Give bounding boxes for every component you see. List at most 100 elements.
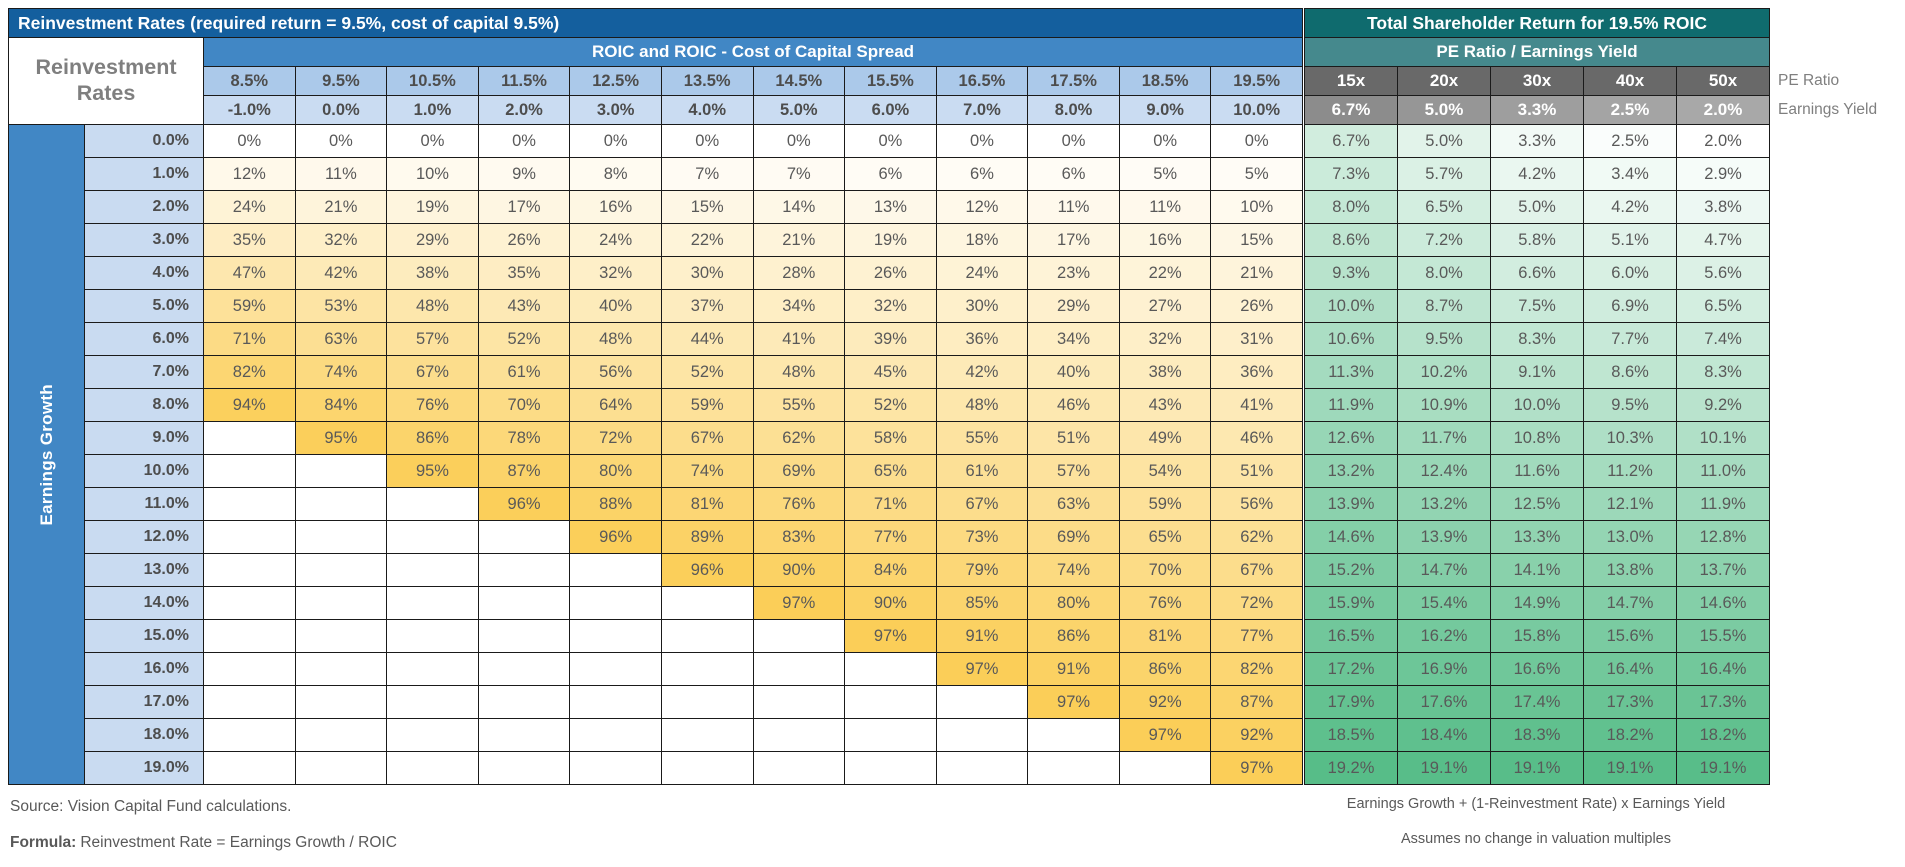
tsr-cell: 16.9% [1398,653,1490,685]
tsr-cell: 8.6% [1584,356,1676,388]
reinvestment-cell: 6% [936,158,1028,190]
reinvestment-cell [661,752,753,784]
reinvestment-cell [295,752,387,784]
roic-column-header: 15.5% [845,67,936,95]
reinvestment-cell: 30% [661,257,753,289]
reinvestment-cell: 79% [936,554,1028,586]
tsr-cell: 18.4% [1398,719,1490,751]
roic-column-header: 16.5% [936,67,1028,95]
reinvestment-cell: 61% [936,455,1028,487]
reinvestment-cell: 32% [295,224,387,256]
earnings-yield-header: 3.3% [1491,96,1583,124]
reinvestment-cell: 64% [570,389,661,421]
reinvestment-cell [661,620,753,652]
tsr-cell: 8.0% [1305,191,1397,223]
reinvestment-cell: 62% [753,422,845,454]
reinvestment-cell [204,488,295,520]
reinvestment-cell [295,587,387,619]
reinvestment-cell: 14% [753,191,845,223]
tsr-cell: 7.5% [1491,290,1583,322]
roic-column-header: 13.5% [661,67,753,95]
reinvestment-cell: 32% [1119,323,1211,355]
tsr-cell: 12.8% [1677,521,1769,553]
reinvestment-cell: 69% [1028,521,1119,553]
reinvestment-cell [661,719,753,751]
row-label: 11.0% [85,488,203,520]
reinvestment-cell: 0% [661,125,753,157]
row-label: 15.0% [85,620,203,652]
tsr-cell: 4.2% [1491,158,1583,190]
tsr-cell: 8.3% [1491,323,1583,355]
reinvestment-cell: 71% [204,323,295,355]
reinvestment-cell [204,587,295,619]
tsr-cell: 7.2% [1398,224,1490,256]
reinvestment-cell: 92% [1119,686,1211,718]
reinvestment-cell: 0% [478,125,570,157]
reinvestment-cell: 47% [204,257,295,289]
reinvestment-cell: 78% [478,422,570,454]
reinvestment-cell: 57% [1028,455,1119,487]
tsr-cell: 16.4% [1584,653,1676,685]
tsr-cell: 7.7% [1584,323,1676,355]
reinvestment-cell: 63% [1028,488,1119,520]
reinvestment-cell: 6% [1028,158,1119,190]
reinvestment-cell [204,653,295,685]
reinvestment-cell: 26% [845,257,936,289]
reinvestment-cell: 88% [570,488,661,520]
reinvestment-cell: 21% [295,191,387,223]
tsr-cell: 8.7% [1398,290,1490,322]
roic-column-header: 9.5% [295,67,387,95]
reinvestment-cell [845,719,936,751]
tsr-cell: 15.6% [1584,620,1676,652]
reinvestment-cell [387,653,478,685]
reinvestment-cell: 84% [845,554,936,586]
reinvestment-cell: 51% [1028,422,1119,454]
reinvestment-cell [387,521,478,553]
tsr-cell: 6.0% [1584,257,1676,289]
spread-column-header: 7.0% [936,96,1028,124]
reinvestment-cell: 43% [478,290,570,322]
tsr-cell: 5.1% [1584,224,1676,256]
reinvestment-cell: 19% [845,224,936,256]
reinvestment-cell: 21% [1211,257,1302,289]
tsr-cell: 5.0% [1491,191,1583,223]
reinvestment-cell: 12% [204,158,295,190]
reinvestment-cell: 6% [845,158,936,190]
tsr-cell: 2.9% [1677,158,1769,190]
reinvestment-cell [753,686,845,718]
tsr-cell: 8.6% [1305,224,1397,256]
tsr-cell: 16.5% [1305,620,1397,652]
reinvestment-cell: 0% [570,125,661,157]
tsr-cell: 11.3% [1305,356,1397,388]
tsr-cell: 11.9% [1677,488,1769,520]
reinvestment-cell: 0% [845,125,936,157]
tsr-cell: 15.2% [1305,554,1397,586]
reinvestment-cell: 42% [936,356,1028,388]
reinvestment-cell: 87% [1211,686,1302,718]
reinvestment-cell [1028,752,1119,784]
reinvestment-cell: 15% [1211,224,1302,256]
tsr-cell: 10.8% [1491,422,1583,454]
tsr-cell: 10.3% [1584,422,1676,454]
reinvestment-cell: 49% [1119,422,1211,454]
tsr-cell: 15.9% [1305,587,1397,619]
reinvestment-cell [570,554,661,586]
pe-multiple-header: 15x [1305,67,1397,95]
tsr-cell: 13.9% [1398,521,1490,553]
tsr-cell: 2.0% [1677,125,1769,157]
tsr-cell: 4.2% [1584,191,1676,223]
reinvestment-cell [295,521,387,553]
reinvestment-cell: 95% [387,455,478,487]
pe-multiple-header: 40x [1584,67,1676,95]
reinvestment-cell [570,620,661,652]
reinvestment-cell: 48% [387,290,478,322]
reinvestment-cell: 32% [570,257,661,289]
reinvestment-cell: 0% [936,125,1028,157]
reinvestment-cell [570,587,661,619]
formula-note: Formula: Reinvestment Rate = Earnings Gro… [10,834,397,852]
total-shareholder-return-table: Total Shareholder Return for 19.5% ROIC P… [1304,8,1770,785]
tsr-cell: 17.3% [1584,686,1676,718]
reinvestment-cell: 74% [1028,554,1119,586]
tsr-cell: 12.5% [1491,488,1583,520]
reinvestment-cell: 9% [478,158,570,190]
